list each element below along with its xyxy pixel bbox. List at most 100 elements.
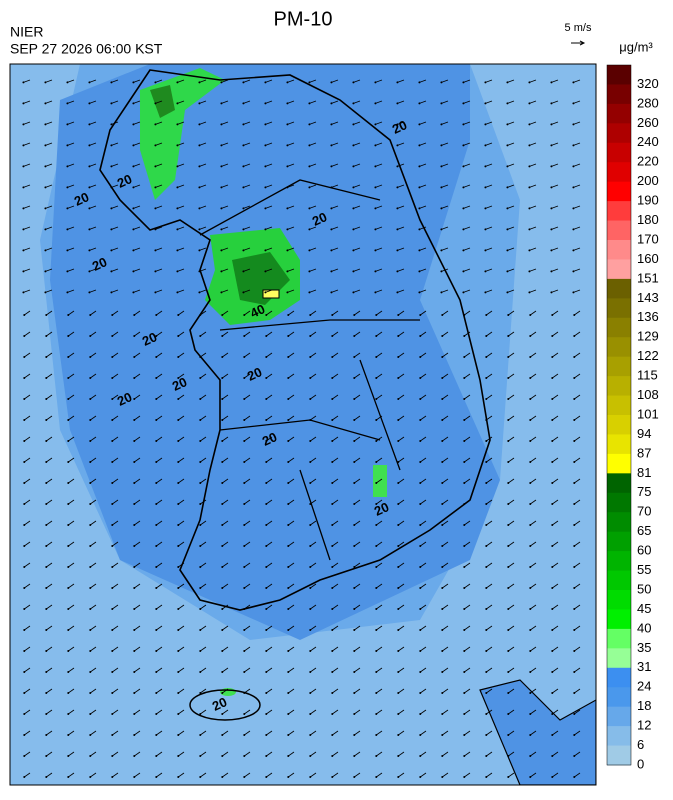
wind-arrow — [155, 331, 163, 338]
wind-arrow-head — [265, 650, 268, 653]
wind-arrow — [265, 772, 273, 779]
wind-arrow — [221, 751, 229, 758]
wind-arrow — [440, 268, 449, 273]
wind-arrow-shaft — [464, 331, 471, 337]
colorbar-label: 70 — [637, 504, 651, 519]
wind-arrow-shaft — [398, 457, 405, 463]
wind-arrow-shaft — [354, 373, 361, 379]
wind-arrow-shaft — [46, 604, 53, 610]
wind-arrow — [221, 604, 229, 611]
wind-arrow — [44, 142, 53, 147]
wind-arrow-head — [221, 629, 224, 632]
wind-arrow — [309, 457, 317, 464]
wind-arrow-shaft — [288, 478, 295, 484]
wind-arrow-shaft — [288, 688, 295, 694]
wind-arrow — [573, 772, 581, 779]
wind-arrow-shaft — [266, 373, 273, 379]
wind-arrow-shaft — [530, 604, 537, 610]
wind-arrow-head — [463, 419, 466, 422]
wind-arrow-head — [176, 270, 179, 273]
colorbar-label: 129 — [637, 329, 659, 344]
wind-arrow-shaft — [155, 184, 163, 188]
wind-arrow-head — [374, 123, 377, 126]
wind-arrow-head — [309, 608, 312, 611]
wind-arrow — [309, 436, 317, 443]
wind-arrow-shaft — [112, 478, 119, 484]
wind-arrow — [264, 205, 273, 210]
wind-arrow-head — [89, 482, 92, 485]
wind-arrow-shaft — [507, 100, 515, 104]
wind-arrow-shaft — [530, 709, 537, 715]
wind-arrow-head — [309, 734, 312, 737]
wind-arrow-head — [198, 207, 201, 210]
wind-arrow-head — [529, 545, 532, 548]
wind-arrow-head — [441, 734, 444, 737]
wind-arrow-shaft — [24, 604, 31, 610]
wind-arrow-head — [177, 314, 180, 317]
wind-arrow-head — [573, 650, 576, 653]
wind-arrow — [287, 499, 295, 506]
wind-arrow-shaft — [552, 562, 559, 568]
wind-arrow — [485, 583, 493, 590]
wind-arrow-shaft — [375, 289, 383, 293]
wind-arrow-shaft — [507, 79, 515, 83]
wind-arrow-head — [243, 566, 246, 569]
wind-arrow-shaft — [222, 751, 229, 757]
peak-marker — [262, 289, 280, 299]
wind-arrow-head — [551, 440, 554, 443]
wind-arrow-head — [45, 629, 48, 632]
wind-arrow — [309, 562, 317, 569]
wind-arrow-head — [462, 165, 465, 168]
wind-arrow-head — [67, 587, 70, 590]
wind-arrow-shaft — [222, 394, 229, 400]
wind-arrow — [133, 331, 141, 338]
wind-arrow-shaft — [398, 436, 405, 442]
wind-arrow-head — [507, 503, 510, 506]
wind-arrow — [507, 331, 515, 338]
wind-arrow-head — [463, 629, 466, 632]
wind-arrow-shaft — [463, 163, 471, 167]
wind-arrow — [111, 415, 119, 422]
wind-arrow-shaft — [244, 331, 251, 337]
wind-arrow-head — [396, 123, 399, 126]
wind-arrow-head — [309, 587, 312, 590]
colorbar-swatch — [607, 123, 631, 144]
wind-arrow-head — [44, 165, 47, 168]
wind-arrow-head — [177, 482, 180, 485]
wind-arrow-shaft — [376, 541, 383, 547]
wind-arrow — [177, 625, 185, 632]
wind-arrow — [419, 520, 427, 527]
wind-arrow-head — [573, 608, 576, 611]
wind-arrow-head — [265, 524, 268, 527]
wind-arrow-head — [45, 314, 48, 317]
wind-arrow-head — [199, 566, 202, 569]
wind-arrow-shaft — [46, 415, 53, 421]
wind-arrow — [353, 520, 361, 527]
wind-arrow-head — [528, 102, 531, 105]
wind-arrow-head — [551, 461, 554, 464]
contour-label: 20 — [260, 429, 279, 449]
wind-arrow-shaft — [244, 751, 251, 757]
wind-arrow — [375, 751, 383, 758]
wind-arrow-head — [507, 482, 510, 485]
wind-arrow-head — [286, 270, 289, 273]
wind-arrow — [88, 163, 97, 168]
wind-arrow-head — [89, 608, 92, 611]
wind-arrow — [353, 646, 361, 653]
wind-arrow-head — [528, 144, 531, 147]
wind-arrow-head — [397, 629, 400, 632]
wind-arrow-shaft — [551, 205, 559, 209]
wind-arrow — [110, 184, 119, 189]
wind-arrow-shaft — [156, 352, 163, 358]
wind-arrow-head — [220, 207, 223, 210]
wind-arrow-head — [353, 566, 356, 569]
wind-arrow — [22, 79, 31, 84]
wind-arrow — [397, 646, 405, 653]
wind-arrow — [353, 310, 361, 317]
wind-arrow-shaft — [419, 79, 427, 83]
wind-arrow-head — [221, 587, 224, 590]
wind-arrow — [243, 394, 251, 401]
wind-arrow-head — [221, 776, 224, 779]
colorbar-swatch — [607, 356, 631, 377]
wind-arrow-head — [243, 587, 246, 590]
